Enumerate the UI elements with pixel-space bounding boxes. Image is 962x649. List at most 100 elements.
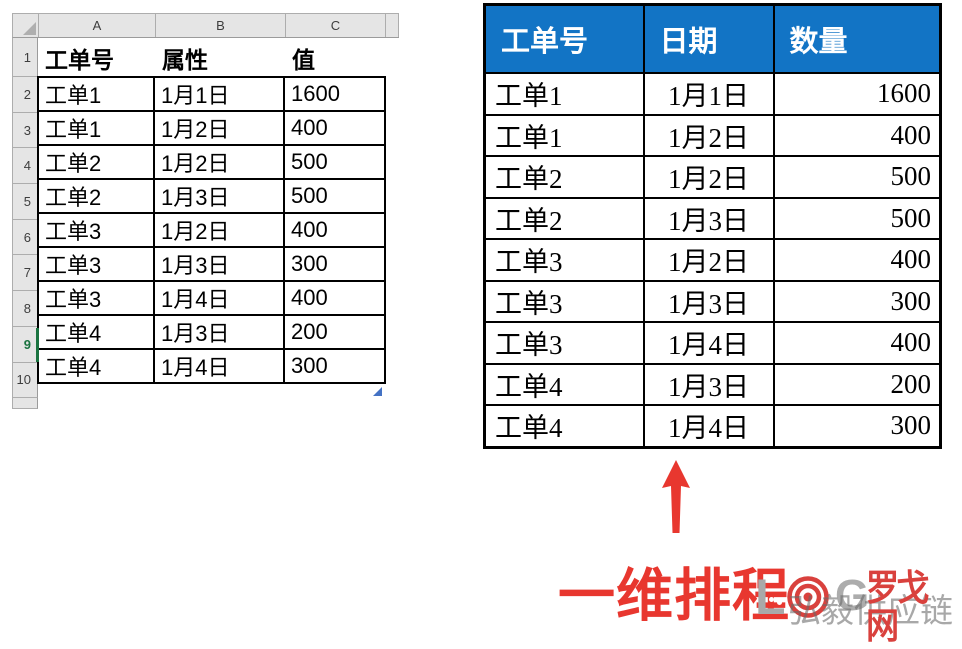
sheet-cell[interactable]: 工单3 (37, 280, 155, 316)
table-cell: 300 (772, 404, 942, 448)
sheet-cell[interactable]: 1月3日 (153, 246, 285, 282)
row-header-7[interactable]: 7 (13, 255, 38, 292)
table-cell: 1月4日 (642, 404, 775, 448)
sheet-cell[interactable]: 1600 (283, 76, 386, 112)
mascot-eye-icon (769, 597, 774, 602)
sheet-cell[interactable]: 500 (283, 144, 386, 180)
table-cell: 工单3 (483, 279, 645, 323)
table-cell: 1月2日 (642, 238, 775, 282)
sheet-data-range: 工单1 1月1日 1600 工单1 1月2日 400 工单2 1月2日 500 … (37, 76, 386, 384)
table-header-date: 日期 (642, 3, 775, 74)
row-header-1[interactable]: 1 (13, 38, 38, 77)
logo-letter-g: G (835, 571, 870, 620)
sheet-cell[interactable]: 500 (283, 178, 386, 214)
row-header-10[interactable]: 10 (13, 362, 38, 399)
sheet-cell[interactable]: 工单1 (37, 110, 155, 146)
table-cell: 1月3日 (642, 279, 775, 323)
sheet-cell[interactable]: 工单2 (37, 144, 155, 180)
table-cell: 工单3 (483, 321, 645, 365)
mascot-eye-icon (777, 600, 782, 605)
sheet-cell[interactable]: 1月3日 (153, 178, 285, 214)
sheet-cell[interactable]: 300 (283, 348, 386, 384)
table-row: 工单1 1月2日 400 (483, 113, 942, 157)
table-row: 工单4 1月4日 300 (483, 404, 942, 448)
row-header-partial[interactable] (13, 398, 38, 410)
row-header-5[interactable]: 5 (13, 184, 38, 220)
select-all-triangle-icon (23, 22, 36, 35)
sheet-cell-selected[interactable]: 工单4 (37, 314, 155, 350)
column-header-c[interactable]: C (286, 14, 386, 37)
fill-handle[interactable] (373, 387, 382, 396)
row-header-6[interactable]: 6 (13, 219, 38, 256)
table-cell: 1月4日 (642, 321, 775, 365)
table-row: 工单1 1月2日 400 (37, 110, 386, 146)
table-row: 工单3 1月3日 300 (37, 246, 386, 282)
table-cell: 1600 (772, 72, 942, 116)
column-header-partial[interactable] (386, 14, 399, 37)
sheet-cell[interactable]: 工单3 (37, 212, 155, 248)
table-cell: 1月3日 (642, 362, 775, 406)
table-cell: 400 (772, 113, 942, 157)
sheet-cell[interactable]: 1月3日 (153, 314, 285, 350)
row-header-4[interactable]: 4 (13, 148, 38, 185)
table-row: 工单2 1月2日 500 (37, 144, 386, 180)
bullseye-icon (787, 576, 829, 618)
selection-indicator (36, 328, 39, 362)
sheet-cell[interactable]: 工单2 (37, 178, 155, 214)
table-row: 工单2 1月3日 500 (37, 178, 386, 214)
sheet-header-row: 工单号 属性 值 (38, 38, 385, 77)
sheet-cell[interactable]: 400 (283, 212, 386, 248)
table-cell: 工单1 (483, 113, 645, 157)
sheet-cell[interactable]: 1月2日 (153, 110, 285, 146)
column-header-b[interactable]: B (156, 14, 286, 37)
row-header-8[interactable]: 8 (13, 291, 38, 327)
sheet-cell[interactable]: 工单4 (37, 348, 155, 384)
watermark-overlay-text: 弘毅供应链 (788, 594, 953, 630)
table-cell: 1月1日 (642, 72, 775, 116)
table-header-order: 工单号 (483, 3, 645, 74)
sheet-cell-c1[interactable]: 值 (292, 46, 315, 73)
table-cell: 工单2 (483, 196, 645, 240)
table-cell: 400 (772, 321, 942, 365)
row-header-2[interactable]: 2 (13, 77, 38, 113)
watermark: L G 罗戈网 弘毅供应链 (750, 566, 962, 649)
table-row: 工单2 1月2日 500 (483, 155, 942, 199)
sheet-cell[interactable]: 工单3 (37, 246, 155, 282)
row-header-band: 1 2 3 4 5 6 7 8 9 10 (12, 38, 38, 410)
table-row: 工单4 1月3日 200 (37, 314, 386, 350)
table-cell: 1月3日 (642, 196, 775, 240)
sheet-cell-a1[interactable]: 工单号 (45, 46, 114, 73)
sheet-cell[interactable]: 1月2日 (153, 144, 285, 180)
sheet-cell[interactable]: 200 (283, 314, 386, 350)
table-header-qty: 数量 (772, 3, 942, 74)
table-cell: 工单3 (483, 238, 645, 282)
sheet-cell[interactable]: 1月4日 (153, 348, 285, 384)
row-header-9-selected[interactable]: 9 (13, 326, 38, 363)
table-cell: 1月2日 (642, 155, 775, 199)
table-row: 工单3 1月3日 300 (483, 279, 942, 323)
table-row: 工单3 1月4日 400 (483, 321, 942, 365)
table-cell: 1月2日 (642, 113, 775, 157)
sheet-cell[interactable]: 1月4日 (153, 280, 285, 316)
table-row: 工单2 1月3日 500 (483, 196, 942, 240)
sheet-cell[interactable]: 300 (283, 246, 386, 282)
row-header-3[interactable]: 3 (13, 112, 38, 149)
sheet-cell[interactable]: 工单1 (37, 76, 155, 112)
sheet-cell[interactable]: 1月1日 (153, 76, 285, 112)
table-cell: 500 (772, 155, 942, 199)
annotation-label: 一维排程 (558, 564, 790, 628)
up-arrow-icon (662, 460, 690, 533)
formatted-table: 工单号 日期 数量 工单1 1月1日 1600 工单1 1月2日 400 工单2… (483, 3, 942, 449)
table-row: 工单4 1月4日 300 (37, 348, 386, 384)
sheet-cell[interactable]: 400 (283, 280, 386, 316)
sheet-cell[interactable]: 1月2日 (153, 212, 285, 248)
select-all-corner[interactable] (13, 14, 39, 37)
sheet-cell-b1[interactable]: 属性 (162, 46, 208, 73)
column-header-band: A B C (12, 13, 399, 38)
table-cell: 200 (772, 362, 942, 406)
table-cell: 500 (772, 196, 942, 240)
table-row: 工单3 1月4日 400 (37, 280, 386, 316)
column-header-a[interactable]: A (39, 14, 156, 37)
sheet-cell[interactable]: 400 (283, 110, 386, 146)
